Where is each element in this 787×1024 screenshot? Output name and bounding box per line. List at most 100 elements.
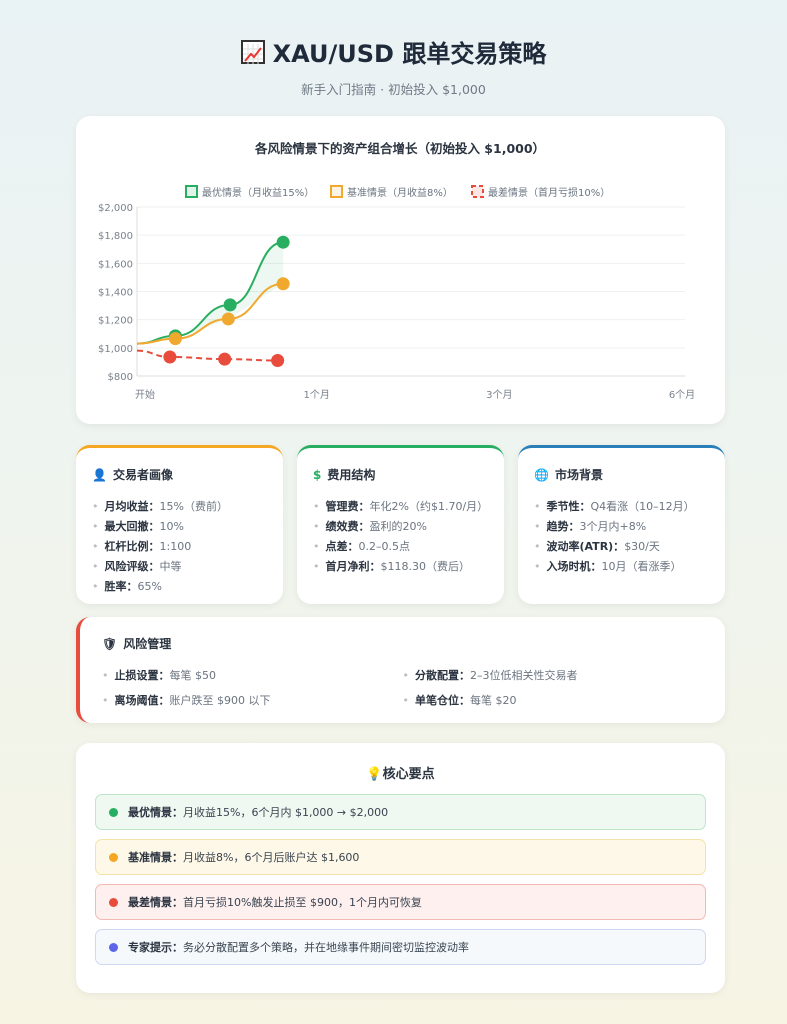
data-point[interactable] [223, 298, 237, 312]
list-item: 胜率：65% [92, 577, 267, 597]
x-tick-label: 1个月 [303, 389, 329, 401]
y-tick-label: $2,000 [98, 203, 133, 214]
data-point[interactable] [168, 332, 182, 346]
page-header: XAU/USD 跟单交易策略 新手入门指南 · 初始投入 $1,000 [0, 34, 787, 98]
item-label: 杠杆比例： [104, 540, 160, 553]
item-label: 点差： [325, 540, 359, 553]
data-point[interactable] [276, 277, 290, 291]
list-item: 最大回撤：10% [92, 517, 267, 537]
chart-title: 各风险情景下的资产组合增长（初始投入 $1,000） [254, 141, 545, 156]
legend-swatch [185, 185, 198, 198]
list-item: 杠杆比例：1:100 [92, 537, 267, 557]
legend-label: 最优情景（月收益15%） [202, 186, 314, 199]
y-tick-label: $1,800 [98, 231, 133, 242]
x-tick-label: 6个月 [669, 389, 695, 401]
market-context-card: 🌐市场背景 季节性：Q4看涨（10–12月）趋势：3个月内+8%波动率(ATR)… [518, 445, 725, 604]
shield-icon: 🛡 [102, 636, 118, 651]
item-label: 入场时机： [546, 560, 602, 573]
y-tick-label: $1,200 [98, 316, 133, 327]
risk-item: 单笔仓位：每笔 $20 [403, 691, 704, 711]
legend-label: 最差情景（首月亏损10%） [488, 186, 610, 199]
item-label: 离场阈值： [114, 694, 170, 707]
key-point: 最优情景： 月收益15%，6个月内 $1,000 → $2,000 [95, 794, 706, 830]
market-list: 季节性：Q4看涨（10–12月）趋势：3个月内+8%波动率(ATR)：$30/天… [534, 497, 709, 577]
item-value: 盈利的20% [369, 520, 427, 533]
globe-icon: 🌐 [534, 467, 549, 482]
item-value: 账户跌至 $900 以下 [169, 694, 271, 707]
item-label: 风险评级： [104, 560, 160, 573]
item-label: 止损设置： [114, 669, 170, 682]
legend-swatch [330, 185, 343, 198]
series-line [136, 282, 284, 345]
x-tick-label: 3个月 [486, 389, 512, 401]
bullet-dot-icon [109, 897, 118, 907]
key-point: 最差情景： 首月亏损10%触发止损至 $900，1个月内可恢复 [95, 884, 706, 920]
y-tick-label: $1,000 [98, 344, 133, 355]
risk-item: 分散配置：2–3位低相关性交易者 [403, 666, 704, 686]
item-label: 趋势： [546, 520, 580, 533]
y-tick-label: $800 [108, 372, 133, 383]
chart-increasing-icon [240, 39, 265, 64]
item-label: 月均收益： [104, 500, 160, 513]
list-item: 管理费：年化2%（约$1.70/月） [313, 497, 489, 517]
card-title: 风险管理 [123, 637, 172, 651]
list-item: 风险评级：中等 [92, 557, 267, 577]
legend-label: 基准情景（月收益8%） [347, 186, 453, 199]
growth-chart: 各风险情景下的资产组合增长（初始投入 $1,000） $2,000 $1,800 $1… [98, 141, 695, 401]
item-value: 1:100 [159, 540, 192, 553]
series-line [136, 241, 284, 345]
page-title: XAU/USD 跟单交易策略 [0, 34, 787, 69]
data-point[interactable] [218, 352, 232, 366]
key-point: 基准情景： 月收益8%，6个月后账户达 $1,600 [95, 839, 706, 875]
card-title: 费用结构 [327, 468, 376, 482]
item-value: 3个月内+8% [579, 520, 647, 533]
best-area-fill [137, 242, 284, 344]
item-value: 2–3位低相关性交易者 [470, 669, 578, 682]
item-value: $118.30（费后） [380, 560, 471, 573]
item-value: 年化2%（约$1.70/月） [369, 500, 489, 513]
y-tick-label: $1,600 [98, 259, 133, 270]
list-item: 月均收益：15%（费前） [92, 497, 267, 517]
item-value: 65% [137, 580, 162, 593]
item-value: 每笔 $20 [470, 694, 517, 707]
key-point-label: 最差情景： [128, 896, 183, 909]
list-item: 点差：0.2–0.5点 [313, 537, 488, 557]
key-point-text: 月收益8%，6个月后账户达 $1,600 [183, 851, 360, 864]
y-tick-label: $1,400 [98, 288, 133, 299]
profile-list: 月均收益：15%（费前）最大回撤：10%杠杆比例：1:100风险评级：中等胜率：… [92, 497, 267, 597]
key-point-text: 务必分散配置多个策略，并在地缘事件期间密切监控波动率 [183, 941, 469, 954]
bullet-dot-icon [109, 852, 118, 862]
data-point[interactable] [271, 354, 285, 368]
data-point[interactable] [221, 312, 235, 326]
risk-item: 止损设置：每笔 $50 [102, 666, 403, 686]
title-text: XAU/USD 跟单交易策略 [272, 40, 547, 68]
bullet-dot-icon [109, 807, 118, 817]
item-value: 中等 [159, 560, 182, 573]
series-line [136, 349, 278, 362]
item-value: 10% [159, 520, 184, 533]
key-point-label: 基准情景： [128, 851, 183, 864]
bullet-dot-icon [109, 942, 118, 952]
item-label: 首月净利： [325, 560, 381, 573]
data-point[interactable] [163, 350, 177, 364]
key-point: 专家提示： 务必分散配置多个策略，并在地缘事件期间密切监控波动率 [95, 929, 706, 965]
person-icon: 👤 [92, 467, 107, 482]
legend-swatch [471, 185, 484, 198]
card-title: 交易者画像 [112, 468, 173, 482]
fee-structure-card: $费用结构 管理费：年化2%（约$1.70/月）绩效费：盈利的20%点差：0.2… [297, 445, 504, 604]
list-item: 季节性：Q4看涨（10–12月） [534, 497, 709, 517]
list-item: 入场时机：10月（看涨季） [534, 557, 709, 577]
growth-chart-card: 各风险情景下的资产组合增长（初始投入 $1,000） $2,000 $1,800 $1… [76, 116, 725, 424]
item-label: 管理费： [325, 500, 370, 513]
list-item: 首月净利：$118.30（费后） [313, 557, 488, 577]
item-label: 最大回撤： [104, 520, 160, 533]
key-point-text: 首月亏损10%触发止损至 $900，1个月内可恢复 [183, 896, 422, 909]
data-point[interactable] [276, 235, 290, 249]
risk-item: 离场阈值：账户跌至 $900 以下 [102, 691, 403, 711]
x-tick-label: 开始 [135, 388, 155, 401]
lightbulb-icon: 💡 [366, 767, 383, 782]
trader-profile-card: 👤交易者画像 月均收益：15%（费前）最大回撤：10%杠杆比例：1:100风险评… [76, 445, 283, 604]
fee-list: 管理费：年化2%（约$1.70/月）绩效费：盈利的20%点差：0.2–0.5点首… [313, 497, 489, 577]
key-points-list: 最优情景： 月收益15%，6个月内 $1,000 → $2,000 基准情景： 月收益… [95, 794, 706, 965]
dollar-icon: $ [313, 467, 322, 482]
